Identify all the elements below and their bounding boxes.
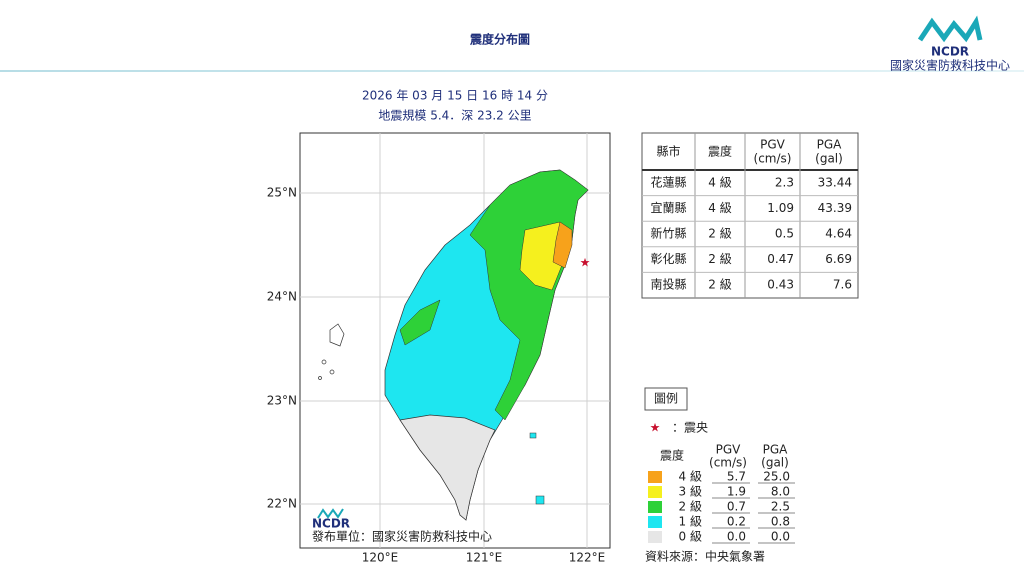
table-cell: 2 級 bbox=[708, 252, 731, 266]
legend-header-unit: (cm/s) bbox=[709, 456, 747, 470]
legend-title-box bbox=[644, 387, 688, 411]
legend-title: 圖例 bbox=[654, 392, 678, 406]
event-magnitude: 地震規模 5.4．深 23.2 公里 bbox=[378, 108, 531, 123]
table-cell: 4 級 bbox=[708, 175, 731, 189]
legend-header-unit: (gal) bbox=[761, 456, 789, 470]
table-cell: 0.43 bbox=[767, 278, 794, 292]
table-cell: 新竹縣 bbox=[650, 226, 686, 241]
lon-label: 121°E bbox=[466, 551, 503, 565]
legend-level: 2 級 bbox=[679, 500, 702, 514]
lat-label: 22°N bbox=[267, 497, 297, 511]
table-cell: 2 級 bbox=[708, 227, 731, 241]
lat-label: 24°N bbox=[267, 290, 297, 304]
map-logo-mark bbox=[317, 508, 344, 519]
map-logo-text: NCDR bbox=[312, 517, 350, 531]
legend-pgv: 0.2 bbox=[727, 515, 746, 529]
legend-pga: 8.0 bbox=[771, 485, 790, 499]
table-cell: 2 級 bbox=[708, 278, 731, 292]
lon-label: 120°E bbox=[362, 551, 399, 565]
legend-pga: 2.5 bbox=[771, 500, 790, 514]
legend-level: 0 級 bbox=[679, 530, 702, 544]
islet bbox=[529, 432, 537, 439]
org-name: 國家災害防救科技中心 bbox=[890, 58, 1010, 73]
legend-pga: 0.0 bbox=[771, 530, 790, 544]
map: ★ 25°N 24°N 23°N 22°N 120°E 121°E 122°E NCDR 發… bbox=[267, 132, 611, 565]
legend-swatch bbox=[648, 516, 662, 528]
table-cell: 7.6 bbox=[833, 278, 852, 292]
table-header: 震度 bbox=[708, 144, 732, 159]
logo-text: NCDR bbox=[931, 45, 969, 59]
table-cell: 1.09 bbox=[767, 201, 794, 215]
lat-label: 25°N bbox=[267, 186, 297, 200]
table-header: 縣市 bbox=[656, 144, 680, 159]
table-cell: 43.39 bbox=[818, 201, 852, 215]
event-time: 2026 年 03 月 15 日 16 時 14 分 bbox=[362, 89, 548, 103]
table-cell: 33.44 bbox=[818, 175, 852, 189]
legend-header: PGA bbox=[763, 443, 789, 457]
table-cell: 4.64 bbox=[825, 227, 852, 241]
legend-pgv: 5.7 bbox=[727, 470, 746, 484]
intensity-table: 縣市 震度 PGV(cm/s) PGA(gal) 花蓮縣 4 級 2.3 33.44 宜蘭縣 4 … bbox=[641, 132, 859, 299]
legend-header: PGV bbox=[716, 443, 742, 457]
legend-pgv: 0.7 bbox=[727, 500, 746, 514]
table-cell: 2.3 bbox=[775, 175, 794, 189]
lon-label: 122°E bbox=[569, 551, 606, 565]
table-header-unit: (gal) bbox=[815, 152, 843, 166]
legend-pga: 0.8 bbox=[771, 515, 790, 529]
table-cell: 南投縣 bbox=[650, 277, 686, 292]
legend-epicenter: ：震央 bbox=[672, 421, 708, 435]
table-cell: 宜蘭縣 bbox=[650, 200, 686, 215]
lat-label: 23°N bbox=[267, 394, 297, 408]
table-cell: 4 級 bbox=[708, 201, 731, 215]
legend-pgv: 0.0 bbox=[727, 530, 746, 544]
map-labels: 25°N 24°N 23°N 22°N 120°E 121°E 122°E bbox=[267, 186, 606, 565]
epicenter-star: ★ bbox=[580, 256, 591, 270]
legend-swatch bbox=[648, 531, 662, 543]
publisher: 發布單位：國家災害防救科技中心 bbox=[312, 529, 492, 544]
legend-swatch bbox=[648, 471, 662, 483]
legend-level: 3 級 bbox=[679, 485, 702, 499]
legend-pgv: 1.9 bbox=[727, 485, 746, 499]
title: 震度分布圖 bbox=[470, 32, 530, 47]
intensity-0-area bbox=[399, 414, 496, 521]
table-header: PGV bbox=[760, 138, 786, 152]
legend-swatch bbox=[648, 486, 662, 498]
legend-level-header: 震度 bbox=[660, 448, 684, 463]
table-cell: 花蓮縣 bbox=[650, 174, 686, 189]
penghu bbox=[318, 323, 345, 380]
legend-level: 4 級 bbox=[679, 470, 702, 484]
table-cell: 彰化縣 bbox=[650, 251, 686, 266]
legend-star: ★ bbox=[650, 421, 661, 435]
table-cell: 0.47 bbox=[767, 252, 794, 266]
legend-source: 資料來源：中央氣象署 bbox=[645, 549, 765, 564]
table-header: PGA bbox=[817, 138, 843, 152]
intensity-2-area bbox=[399, 299, 441, 346]
legend-pga: 25.0 bbox=[763, 470, 790, 484]
table-cell: 0.5 bbox=[775, 227, 794, 241]
islet bbox=[535, 495, 545, 505]
logo: NCDR 國家災害防救科技中心 bbox=[890, 15, 1010, 73]
legend-swatch bbox=[648, 501, 662, 513]
table-cell: 6.69 bbox=[825, 252, 852, 266]
legend-level: 1 級 bbox=[679, 515, 702, 529]
table-frame bbox=[641, 132, 859, 299]
table-header-unit: (cm/s) bbox=[754, 152, 792, 166]
header-line bbox=[0, 70, 1024, 72]
intensity-4-area bbox=[552, 221, 573, 269]
